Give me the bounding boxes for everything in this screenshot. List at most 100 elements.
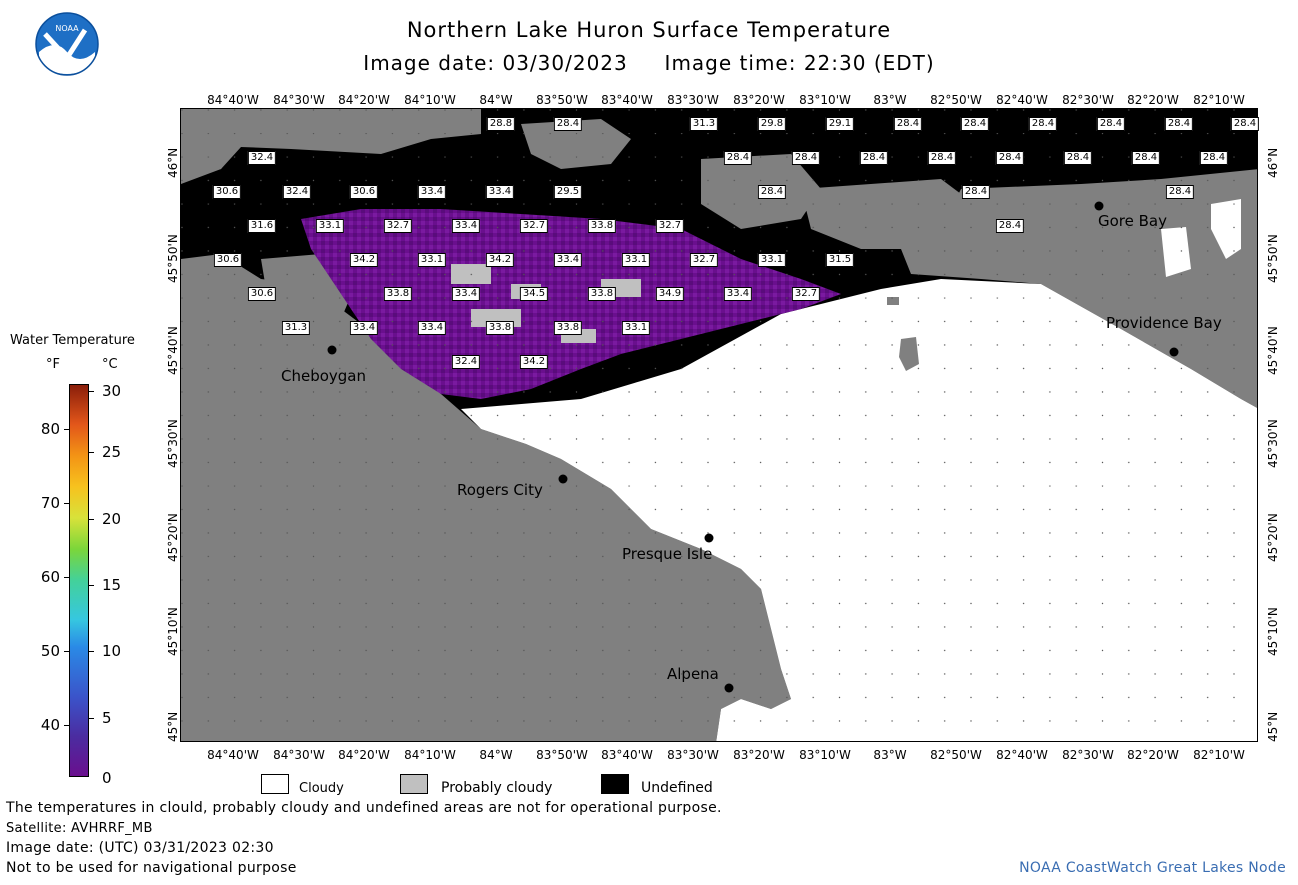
- footer-disclaimer: The temperatures in clould, probably clo…: [6, 800, 722, 816]
- temp-label: 33.1: [315, 219, 345, 233]
- lat-label-right: 45°30'N: [1266, 419, 1280, 468]
- lat-label-right: 45°40'N: [1266, 326, 1280, 375]
- temp-label: 33.8: [587, 287, 617, 301]
- lon-label-bottom: 84°40'W: [207, 748, 259, 762]
- temp-label: 32.4: [247, 151, 277, 165]
- temp-label: 29.5: [553, 185, 583, 199]
- temperature-colorbar: [69, 384, 89, 777]
- tick-mark: [88, 452, 94, 453]
- graticule: [181, 109, 1257, 741]
- temp-label: 33.8: [553, 321, 583, 335]
- tick-c: 30: [102, 382, 122, 400]
- temp-label: 28.4: [995, 151, 1025, 165]
- lat-label-right: 45°20'N: [1266, 513, 1280, 562]
- page-title: Northern Lake Huron Surface Temperature: [406, 18, 892, 42]
- tick-f: 70: [40, 494, 60, 512]
- lat-label-right: 45°50'N: [1266, 234, 1280, 283]
- temp-label: 32.7: [689, 253, 719, 267]
- tick-c: 25: [102, 443, 122, 461]
- lon-label-bottom: 84°10'W: [404, 748, 456, 762]
- legend-title: Water Temperature: [10, 333, 135, 348]
- temp-label: 31.3: [689, 117, 719, 131]
- lon-label-top: 83°20'W: [733, 93, 785, 107]
- lat-label-right: 46°N: [1266, 147, 1280, 178]
- temp-label: 28.4: [1164, 117, 1194, 131]
- lon-label-top: 82°30'W: [1062, 93, 1114, 107]
- tick-mark: [88, 391, 94, 392]
- tick-c: 15: [102, 576, 122, 594]
- temp-label: 29.1: [825, 117, 855, 131]
- temp-label: 31.5: [825, 253, 855, 267]
- logo-text: NOAA: [55, 24, 79, 33]
- temp-label: 33.4: [485, 185, 515, 199]
- city-marker: [1169, 347, 1179, 357]
- temp-label: 34.2: [519, 355, 549, 369]
- lat-label-left: 45°10'N: [166, 607, 180, 656]
- temp-label: 34.9: [655, 287, 685, 301]
- lon-label-top: 84°40'W: [207, 93, 259, 107]
- temp-label: 30.6: [212, 185, 242, 199]
- tick-mark: [64, 429, 70, 430]
- temp-label: 28.4: [1063, 151, 1093, 165]
- temp-label: 34.5: [519, 287, 549, 301]
- lat-label-left: 45°40'N: [166, 326, 180, 375]
- temp-label: 28.8: [486, 117, 516, 131]
- lon-label-top: 83°40'W: [601, 93, 653, 107]
- legend-unit-f: °F: [46, 357, 60, 372]
- city-label-cheboygan: Cheboygan: [281, 367, 367, 385]
- lat-label-left: 45°50'N: [166, 234, 180, 283]
- city-label-alpena: Alpena: [667, 665, 719, 683]
- lon-label-bottom: 83°30'W: [667, 748, 719, 762]
- temp-label: 31.3: [281, 321, 311, 335]
- tick-mark: [88, 651, 94, 652]
- lon-label-bottom: 84°30'W: [273, 748, 325, 762]
- credit-link[interactable]: NOAA CoastWatch Great Lakes Node: [1019, 860, 1286, 876]
- lon-label-bottom: 82°40'W: [996, 748, 1048, 762]
- temp-label: 28.4: [995, 219, 1025, 233]
- temp-label: 33.4: [417, 321, 447, 335]
- legend-swatch-probably-cloudy: [400, 774, 428, 794]
- temp-label: 28.4: [961, 185, 991, 199]
- temp-label: 34.2: [349, 253, 379, 267]
- lat-label-right: 45°N: [1266, 711, 1280, 742]
- lat-label-left: 45°30'N: [166, 419, 180, 468]
- legend-label-cloudy: Cloudy: [299, 781, 344, 796]
- tick-f: 50: [40, 642, 60, 660]
- temp-label: 28.4: [723, 151, 753, 165]
- footer-utc-date: Image date: (UTC) 03/31/2023 02:30: [6, 840, 274, 856]
- lon-label-bottom: 83°40'W: [601, 748, 653, 762]
- lon-label-top: 82°20'W: [1127, 93, 1179, 107]
- lat-label-left: 46°N: [166, 147, 180, 178]
- temp-label: 28.4: [757, 185, 787, 199]
- temp-label: 32.7: [383, 219, 413, 233]
- temp-label: 28.4: [893, 117, 923, 131]
- lat-label-right: 45°10'N: [1266, 607, 1280, 656]
- city-marker: [1094, 201, 1104, 211]
- footer-navigation-warning: Not to be used for navigational purpose: [6, 860, 297, 876]
- temp-label: 34.2: [485, 253, 515, 267]
- temp-label: 31.6: [247, 219, 277, 233]
- image-date-subtitle: Image date: 03/30/2023 Image time: 22:30…: [363, 51, 935, 75]
- temp-label: 33.1: [417, 253, 447, 267]
- tick-mark: [88, 718, 94, 719]
- tick-f: 80: [40, 420, 60, 438]
- temp-label: 29.8: [757, 117, 787, 131]
- noaa-logo: NOAA: [35, 12, 99, 76]
- lon-label-top: 83°30'W: [667, 93, 719, 107]
- lon-label-bottom: 82°30'W: [1062, 748, 1114, 762]
- lon-label-bottom: 84°W: [479, 748, 513, 762]
- legend-unit-c: °C: [102, 357, 118, 372]
- temp-label: 28.4: [859, 151, 889, 165]
- temp-label: 32.4: [451, 355, 481, 369]
- tick-f: 40: [40, 716, 60, 734]
- tick-mark: [64, 503, 70, 504]
- legend-label-undefined: Undefined: [641, 780, 713, 796]
- temp-label: 32.4: [282, 185, 312, 199]
- lon-label-top: 82°10'W: [1193, 93, 1245, 107]
- tick-c: 20: [102, 510, 122, 528]
- lon-label-bottom: 83°10'W: [799, 748, 851, 762]
- temp-label: 28.4: [1096, 117, 1126, 131]
- temp-label: 30.6: [349, 185, 379, 199]
- lon-label-bottom: 82°10'W: [1193, 748, 1245, 762]
- temp-label: 30.6: [247, 287, 277, 301]
